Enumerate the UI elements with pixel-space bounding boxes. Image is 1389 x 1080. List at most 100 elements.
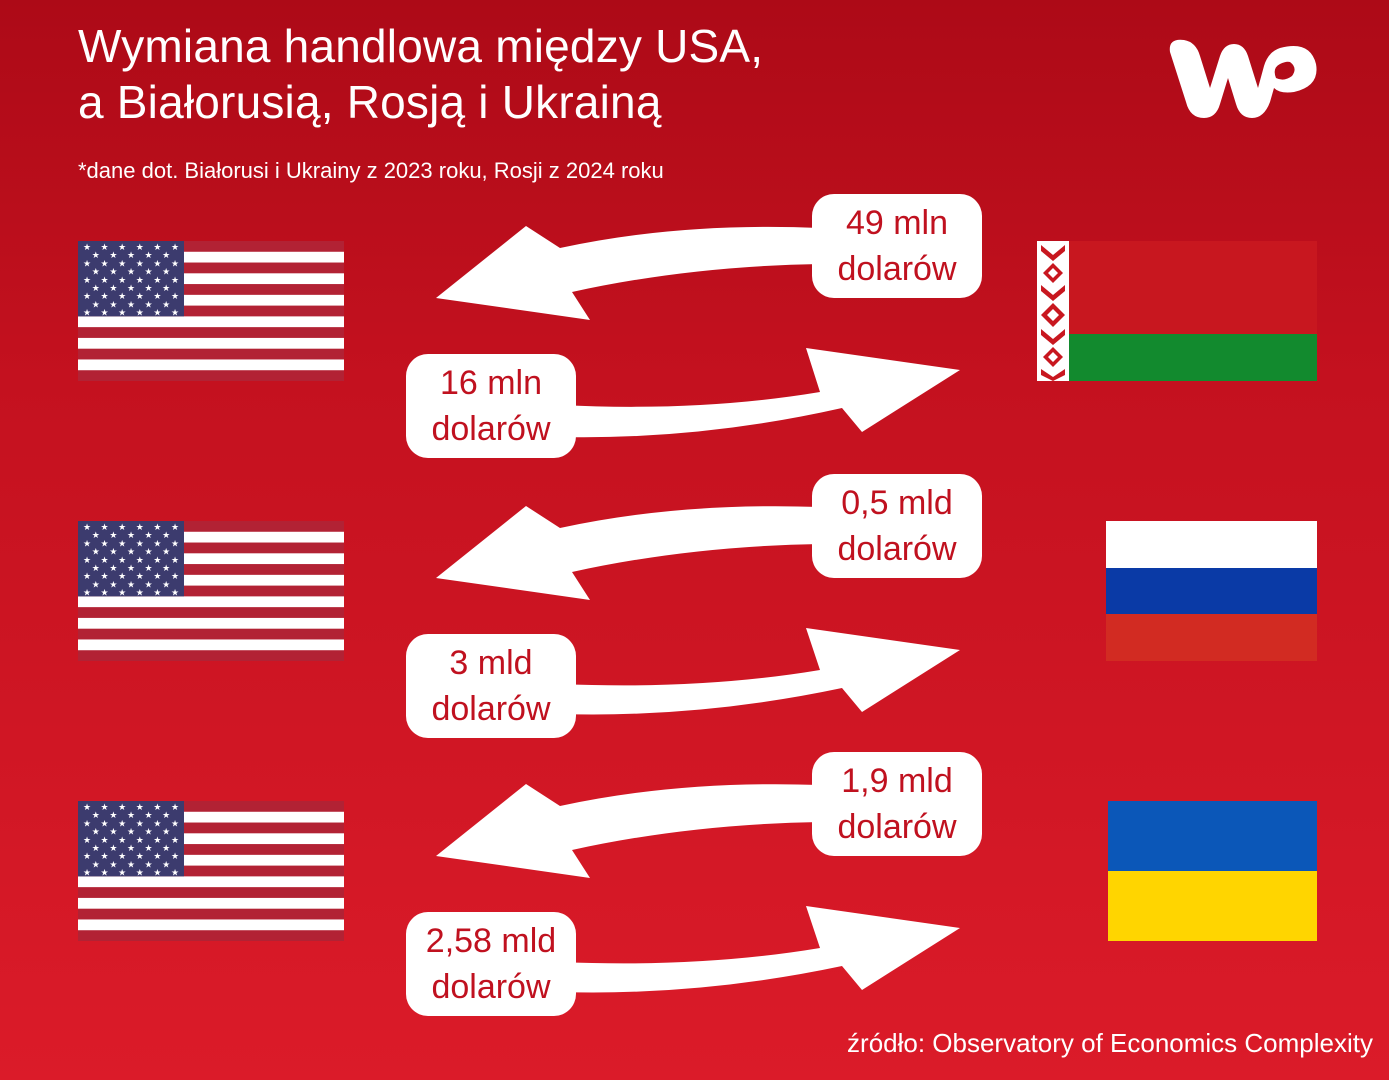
svg-text:★: ★ (136, 523, 144, 533)
svg-text:★: ★ (83, 803, 91, 813)
svg-text:★: ★ (153, 523, 161, 533)
svg-text:★: ★ (101, 243, 109, 253)
unit-label: dolarów (837, 250, 957, 288)
russia-flag-icon (1106, 521, 1317, 661)
svg-text:★: ★ (162, 811, 170, 821)
svg-text:★: ★ (83, 259, 91, 269)
svg-text:★: ★ (127, 564, 135, 574)
unit-label: dolarów (431, 690, 551, 728)
svg-text:★: ★ (127, 268, 135, 278)
svg-text:★: ★ (162, 828, 170, 838)
svg-text:★: ★ (92, 268, 100, 278)
svg-text:★: ★ (83, 523, 91, 533)
svg-text:★: ★ (153, 869, 161, 879)
svg-text:★: ★ (171, 589, 179, 599)
value-label: 2,58 mld (425, 922, 557, 960)
svg-text:★: ★ (136, 259, 144, 269)
svg-text:★: ★ (101, 309, 109, 319)
svg-text:★: ★ (171, 259, 179, 269)
svg-text:★: ★ (171, 309, 179, 319)
svg-text:★: ★ (92, 531, 100, 541)
svg-text:★: ★ (118, 259, 126, 269)
svg-text:★: ★ (101, 819, 109, 829)
value-pill-belarus-to-usa: 49 mln dolarów (812, 194, 982, 298)
svg-text:★: ★ (118, 803, 126, 813)
source-note: źródło: Observatory of Economics Complex… (847, 1028, 1373, 1058)
svg-text:★: ★ (136, 276, 144, 286)
svg-text:★: ★ (153, 539, 161, 549)
svg-text:★: ★ (162, 860, 170, 870)
svg-text:★: ★ (118, 869, 126, 879)
svg-text:★: ★ (118, 819, 126, 829)
svg-text:★: ★ (136, 589, 144, 599)
svg-text:★: ★ (92, 828, 100, 838)
svg-text:★: ★ (153, 852, 161, 862)
svg-text:★: ★ (171, 836, 179, 846)
svg-text:★: ★ (171, 523, 179, 533)
svg-text:★: ★ (153, 572, 161, 582)
svg-text:★: ★ (153, 556, 161, 566)
value-pill-ukraine-to-usa: 1,9 mld dolarów (812, 752, 982, 856)
svg-text:★: ★ (109, 300, 117, 310)
unit-label: dolarów (837, 530, 957, 568)
value-label: 16 mln (439, 364, 543, 402)
svg-text:★: ★ (127, 251, 135, 261)
svg-text:★: ★ (92, 548, 100, 558)
svg-text:★: ★ (145, 844, 153, 854)
svg-text:★: ★ (136, 309, 144, 319)
svg-text:★: ★ (109, 284, 117, 294)
svg-text:★: ★ (162, 268, 170, 278)
svg-text:★: ★ (127, 860, 135, 870)
value-pill-usa-to-ukraine: 2,58 mld dolarów (406, 912, 576, 1016)
svg-text:★: ★ (171, 803, 179, 813)
svg-text:★: ★ (136, 852, 144, 862)
value-label: 3 mld (449, 644, 533, 682)
svg-text:★: ★ (162, 844, 170, 854)
svg-text:★: ★ (145, 860, 153, 870)
svg-text:★: ★ (127, 828, 135, 838)
svg-text:★: ★ (136, 292, 144, 302)
svg-text:★: ★ (118, 309, 126, 319)
svg-text:★: ★ (153, 276, 161, 286)
belarus-flag-icon (1037, 241, 1317, 381)
svg-text:★: ★ (171, 276, 179, 286)
svg-text:★: ★ (153, 589, 161, 599)
svg-text:★: ★ (101, 836, 109, 846)
svg-text:★: ★ (109, 844, 117, 854)
svg-text:★: ★ (118, 572, 126, 582)
svg-text:★: ★ (109, 268, 117, 278)
title-line-1: Wymiana handlowa między USA, (78, 20, 764, 72)
svg-text:★: ★ (171, 869, 179, 879)
svg-text:★: ★ (109, 811, 117, 821)
svg-text:★: ★ (153, 259, 161, 269)
title-line-2: a Białorusią, Rosją i Ukrainą (78, 76, 662, 128)
svg-text:★: ★ (127, 580, 135, 590)
svg-text:★: ★ (101, 276, 109, 286)
svg-text:★: ★ (118, 243, 126, 253)
svg-text:★: ★ (118, 556, 126, 566)
unit-label: dolarów (431, 968, 551, 1006)
svg-text:★: ★ (92, 860, 100, 870)
value-label: 49 mln (845, 204, 949, 242)
subtitle: *dane dot. Białorusi i Ukrainy z 2023 ro… (78, 158, 664, 183)
svg-text:★: ★ (171, 572, 179, 582)
usa-flag-icon: ★ ★ ★ ★ ★ ★★ ★ ★ ★ ★★ ★ ★ ★ ★ ★★ ★ ★ ★ ★★ ★ ★ ★ ★ ★★ ★ ★ ★ ★★ ★ ★ ★ ★ ★★… (78, 521, 344, 661)
svg-text:★: ★ (162, 580, 170, 590)
svg-text:★: ★ (101, 572, 109, 582)
svg-text:★: ★ (145, 268, 153, 278)
svg-text:★: ★ (83, 589, 91, 599)
svg-text:★: ★ (136, 869, 144, 879)
svg-text:★: ★ (101, 259, 109, 269)
svg-text:★: ★ (127, 300, 135, 310)
wp-logo-icon (1169, 39, 1317, 118)
svg-text:★: ★ (171, 819, 179, 829)
svg-text:★: ★ (83, 309, 91, 319)
svg-text:★: ★ (153, 819, 161, 829)
value-pill-russia-to-usa: 0,5 mld dolarów (812, 474, 982, 578)
svg-text:★: ★ (136, 836, 144, 846)
svg-text:★: ★ (145, 828, 153, 838)
svg-text:★: ★ (101, 589, 109, 599)
svg-text:★: ★ (83, 243, 91, 253)
value-label: 1,9 mld (841, 762, 953, 800)
svg-text:★: ★ (101, 852, 109, 862)
